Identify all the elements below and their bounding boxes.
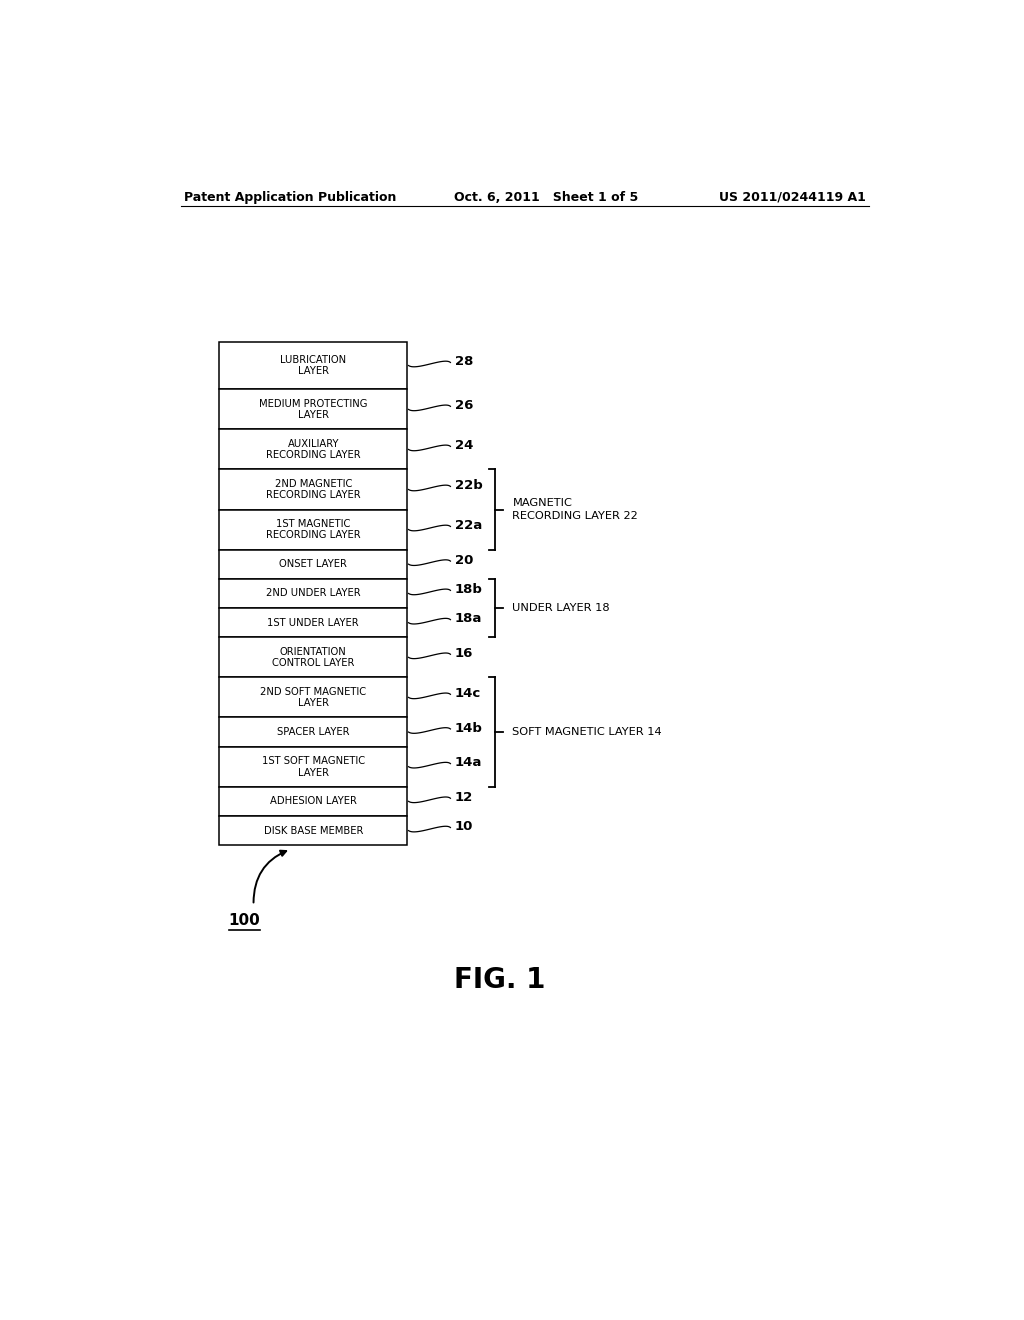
Bar: [219, 677, 407, 718]
Text: Patent Application Publication: Patent Application Publication: [183, 191, 396, 203]
Text: LUBRICATION
LAYER: LUBRICATION LAYER: [281, 355, 346, 376]
Text: 1ST MAGNETIC
RECORDING LAYER: 1ST MAGNETIC RECORDING LAYER: [266, 519, 360, 540]
Text: 2ND MAGNETIC
RECORDING LAYER: 2ND MAGNETIC RECORDING LAYER: [266, 479, 360, 500]
Text: SPACER LAYER: SPACER LAYER: [276, 727, 349, 737]
Text: 28: 28: [455, 355, 473, 368]
Bar: [219, 816, 407, 845]
Text: 100: 100: [228, 913, 260, 928]
Text: 26: 26: [455, 399, 473, 412]
Text: MAGNETIC
RECORDING LAYER 22: MAGNETIC RECORDING LAYER 22: [512, 499, 638, 520]
Text: 24: 24: [455, 440, 473, 453]
Bar: [219, 638, 407, 677]
Bar: [219, 470, 407, 510]
Text: Oct. 6, 2011   Sheet 1 of 5: Oct. 6, 2011 Sheet 1 of 5: [454, 191, 638, 203]
Bar: [219, 579, 407, 609]
Text: 10: 10: [455, 820, 473, 833]
Text: 22a: 22a: [455, 519, 482, 532]
Bar: [219, 389, 407, 429]
Text: ORIENTATION
CONTROL LAYER: ORIENTATION CONTROL LAYER: [272, 647, 354, 668]
Bar: [219, 787, 407, 816]
Bar: [219, 342, 407, 389]
Text: ONSET LAYER: ONSET LAYER: [280, 560, 347, 569]
Text: AUXILIARY
RECORDING LAYER: AUXILIARY RECORDING LAYER: [266, 438, 360, 461]
Text: DISK BASE MEMBER: DISK BASE MEMBER: [263, 825, 362, 836]
Bar: [219, 549, 407, 579]
Bar: [219, 429, 407, 470]
Text: 2ND UNDER LAYER: 2ND UNDER LAYER: [266, 589, 360, 598]
Text: 14c: 14c: [455, 686, 481, 700]
Text: 1ST SOFT MAGNETIC
LAYER: 1ST SOFT MAGNETIC LAYER: [262, 756, 365, 777]
Text: 12: 12: [455, 791, 473, 804]
Bar: [219, 609, 407, 638]
Text: MEDIUM PROTECTING
LAYER: MEDIUM PROTECTING LAYER: [259, 399, 368, 420]
Text: FIG. 1: FIG. 1: [455, 966, 546, 994]
Text: 18a: 18a: [455, 612, 482, 626]
Text: SOFT MAGNETIC LAYER 14: SOFT MAGNETIC LAYER 14: [512, 727, 663, 737]
Text: 1ST UNDER LAYER: 1ST UNDER LAYER: [267, 618, 359, 628]
Text: US 2011/0244119 A1: US 2011/0244119 A1: [719, 191, 866, 203]
Text: 14b: 14b: [455, 722, 483, 735]
Bar: [219, 510, 407, 549]
Text: 14a: 14a: [455, 756, 482, 770]
Text: 2ND SOFT MAGNETIC
LAYER: 2ND SOFT MAGNETIC LAYER: [260, 686, 367, 709]
Text: 16: 16: [455, 647, 473, 660]
Text: ADHESION LAYER: ADHESION LAYER: [269, 796, 356, 807]
Text: 18b: 18b: [455, 583, 483, 597]
Bar: [219, 747, 407, 787]
Text: 20: 20: [455, 554, 473, 566]
Bar: [219, 718, 407, 747]
Text: 22b: 22b: [455, 479, 482, 492]
Text: UNDER LAYER 18: UNDER LAYER 18: [512, 603, 610, 612]
